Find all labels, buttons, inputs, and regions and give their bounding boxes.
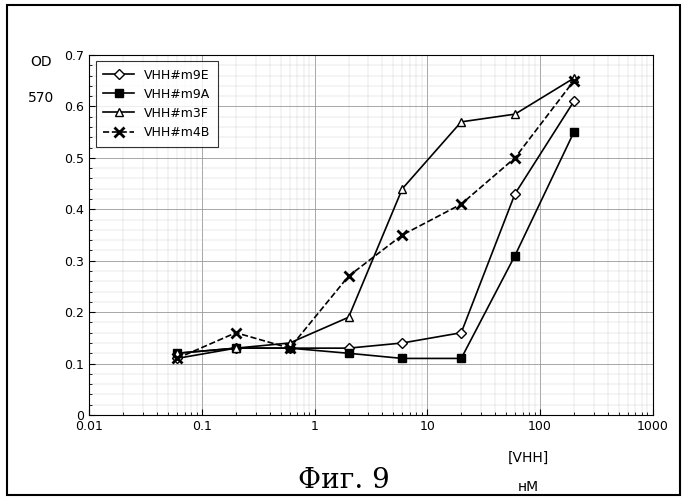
VHH#m9A [457,356,465,362]
Text: 570: 570 [28,91,54,105]
VHH#m4B [344,273,352,279]
VHH#m9A [232,345,240,351]
VHH#m3F [457,119,465,125]
VHH#m3F [511,111,519,117]
VHH#m9A [570,129,578,135]
Line: VHH#m3F: VHH#m3F [173,74,578,358]
VHH#m9E [173,356,181,362]
VHH#m3F [286,340,294,346]
VHH#m4B [173,356,181,362]
VHH#m4B [232,330,240,336]
Text: нM: нM [518,480,539,494]
Text: OD: OD [31,55,52,69]
VHH#m4B [457,201,465,207]
VHH#m4B [398,232,407,238]
VHH#m9A [173,350,181,356]
VHH#m3F [232,345,240,351]
VHH#m9A [286,345,294,351]
Line: VHH#m4B: VHH#m4B [172,76,578,364]
VHH#m3F [173,350,181,356]
VHH#m4B [286,345,294,351]
VHH#m9E [344,345,352,351]
Line: VHH#m9E: VHH#m9E [174,98,577,362]
VHH#m3F [398,186,407,192]
Line: VHH#m9A: VHH#m9A [173,128,578,362]
VHH#m9E [286,345,294,351]
VHH#m9A [511,252,519,258]
VHH#m4B [570,78,578,84]
Legend: VHH#m9E, VHH#m9A, VHH#m3F, VHH#m4B: VHH#m9E, VHH#m9A, VHH#m3F, VHH#m4B [95,61,218,147]
VHH#m9E [232,345,240,351]
VHH#m9E [570,98,578,104]
VHH#m9A [344,350,352,356]
Text: Фиг. 9: Фиг. 9 [297,466,390,493]
VHH#m9A [398,356,407,362]
VHH#m9E [511,191,519,197]
VHH#m9E [398,340,407,346]
Text: [VHH]: [VHH] [508,451,550,465]
VHH#m9E [457,330,465,336]
VHH#m3F [570,75,578,81]
VHH#m3F [344,314,352,320]
VHH#m4B [511,155,519,161]
